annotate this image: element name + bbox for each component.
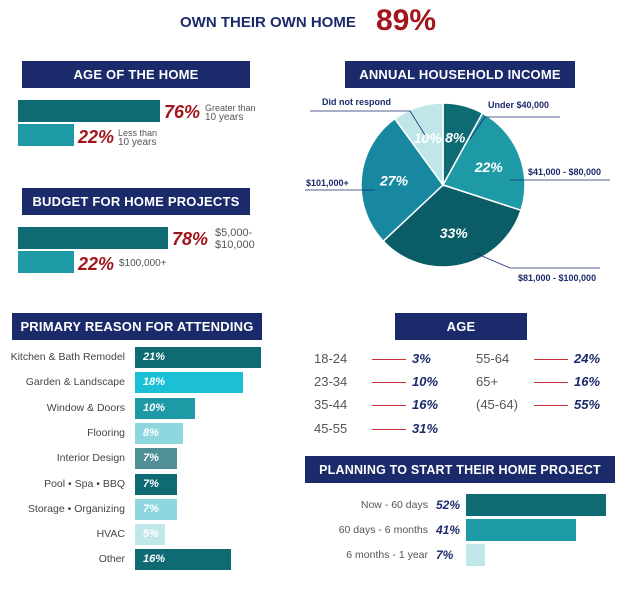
age-label-3: 45-55 xyxy=(314,421,348,436)
pie-value-label-1: 22% xyxy=(474,159,504,175)
age-home-note-0: Greater than 10 years xyxy=(205,103,256,123)
reason-label-5: Pool • Spa • BBQ xyxy=(44,477,125,490)
plan-label-1: 60 days - 6 months xyxy=(338,524,428,536)
budget-header: BUDGET FOR HOME PROJECTS xyxy=(22,188,250,215)
plan-value-0: 52% xyxy=(436,498,461,512)
age-value-0: 3% xyxy=(412,351,431,366)
age-header: AGE xyxy=(395,313,527,340)
income-pie-chart: 8% 22% 33% 27% 10% Under $40,000 $41,000 - $… xyxy=(305,97,610,283)
age-line-0 xyxy=(372,359,406,360)
age-label-6: (45-64) xyxy=(476,397,518,412)
age-line-5 xyxy=(534,382,568,383)
headline: OWN THEIR OWN HOME 89% xyxy=(180,4,470,44)
reason-value-1: 18% xyxy=(143,376,166,389)
pie-value-label-2: 33% xyxy=(440,225,469,241)
budget-bar-1 xyxy=(18,251,74,273)
pie-cat-81to100: $81,000 - $100,000 xyxy=(518,273,596,283)
reason-label-7: HVAC xyxy=(96,528,125,541)
budget-value-0: 78% xyxy=(172,229,209,249)
age-line-2 xyxy=(372,405,406,406)
reason-value-7: 5% xyxy=(143,528,159,541)
pie-cat-101plus: $101,000+ xyxy=(306,178,349,188)
reason-bar-7 xyxy=(135,524,165,546)
reason-bar-1 xyxy=(135,372,243,394)
reason-label-4: Interior Design xyxy=(56,452,125,465)
pie-slice-3 xyxy=(360,117,444,243)
age-home-note-1: Less than 10 years xyxy=(118,128,157,148)
pie-cat-under40: Under $40,000 xyxy=(488,100,549,110)
budget-value-1: 22% xyxy=(78,254,115,274)
age-home-note-1-line2: 10 years xyxy=(118,137,157,148)
age-value-4: 24% xyxy=(574,351,601,366)
age-label-0: 18-24 xyxy=(314,351,348,366)
budget-note-1: $100,000+ xyxy=(119,258,167,269)
age-home-note-0-line1: Greater than xyxy=(205,103,256,113)
reason-bar-5 xyxy=(135,473,177,495)
headline-label: OWN THEIR OWN HOME xyxy=(180,14,356,31)
age-value-3: 31% xyxy=(412,421,439,436)
age-value-1: 10% xyxy=(412,374,439,389)
pie-value-label-3: 27% xyxy=(379,172,409,188)
headline-value: 89% xyxy=(376,4,437,37)
reason-bar-2 xyxy=(135,397,195,419)
age-label-2: 35-44 xyxy=(314,397,348,412)
reason-value-6: 7% xyxy=(143,502,159,515)
reason-value-4: 7% xyxy=(143,452,159,465)
budget-note-0-line2: $10,000 xyxy=(215,239,255,251)
reason-header: PRIMARY REASON FOR ATTENDING xyxy=(12,313,262,340)
age-label-1: 23-34 xyxy=(314,374,348,389)
pie-slice-1 xyxy=(441,112,526,212)
plan-value-1: 41% xyxy=(436,523,461,537)
plan-bar-1 xyxy=(466,519,577,541)
age-line-3 xyxy=(372,429,406,430)
budget-note-0-line1: $5,000- xyxy=(215,227,253,239)
plan-value-2: 7% xyxy=(436,548,454,562)
pie-slice-2 xyxy=(382,184,522,268)
plan-label-0: Now - 60 days xyxy=(360,499,428,511)
age-label-4: 55-64 xyxy=(476,351,510,366)
reason-value-5: 7% xyxy=(143,477,159,490)
budget-note-0: $5,000- $10,000 xyxy=(215,227,255,251)
age-line-4 xyxy=(534,359,568,360)
pie-value-label-0: 8% xyxy=(445,129,466,145)
pie-cat-no-response: Did not respond xyxy=(322,97,391,107)
reason-value-0: 21% xyxy=(143,351,166,363)
budget-bar-0 xyxy=(18,227,168,249)
age-home-value-0: 76% xyxy=(164,102,201,122)
age-label-5: 65+ xyxy=(476,374,499,389)
reason-bar-4 xyxy=(135,448,177,470)
age-home-bar-1 xyxy=(18,124,74,146)
age-value-2: 16% xyxy=(412,397,439,412)
age-of-home-header: AGE OF THE HOME xyxy=(22,61,250,88)
plan-bar-2 xyxy=(466,544,485,566)
income-header: ANNUAL HOUSEHOLD INCOME xyxy=(345,61,575,88)
reason-bar-3 xyxy=(135,422,183,444)
reason-value-3: 8% xyxy=(143,426,159,439)
reason-label-2: Window & Doors xyxy=(46,401,125,414)
reason-label-3: Flooring xyxy=(87,426,125,439)
reason-label-1: Garden & Landscape xyxy=(25,376,125,389)
age-home-value-1: 22% xyxy=(78,127,115,147)
reason-value-8: 16% xyxy=(143,553,166,566)
reason-label-0: Kitchen & Bath Remodel xyxy=(10,351,125,363)
pie-slice-4 xyxy=(393,102,444,188)
reason-bar-6 xyxy=(135,498,177,520)
pie-value-label-4: 10% xyxy=(414,130,443,146)
pie-cat-41to80: $41,000 - $80,000 xyxy=(528,167,601,177)
reason-label-6: Storage • Organizing xyxy=(27,502,125,515)
reason-label-8: Other xyxy=(98,553,125,566)
age-value-5: 16% xyxy=(574,374,601,389)
plan-label-2: 6 months - 1 year xyxy=(346,549,428,561)
age-home-bar-0 xyxy=(18,100,160,122)
reason-value-2: 10% xyxy=(143,401,166,414)
age-value-6: 55% xyxy=(574,397,601,412)
planning-header: PLANNING TO START THEIR HOME PROJECT xyxy=(305,456,615,483)
reason-bar-8 xyxy=(135,549,231,571)
age-home-note-1-line1: Less than xyxy=(118,128,158,138)
reason-bar-0 xyxy=(135,347,261,368)
age-home-note-0-line2: 10 years xyxy=(205,112,244,123)
age-line-6 xyxy=(534,405,568,406)
age-line-1 xyxy=(372,382,406,383)
plan-bar-0 xyxy=(466,494,606,516)
